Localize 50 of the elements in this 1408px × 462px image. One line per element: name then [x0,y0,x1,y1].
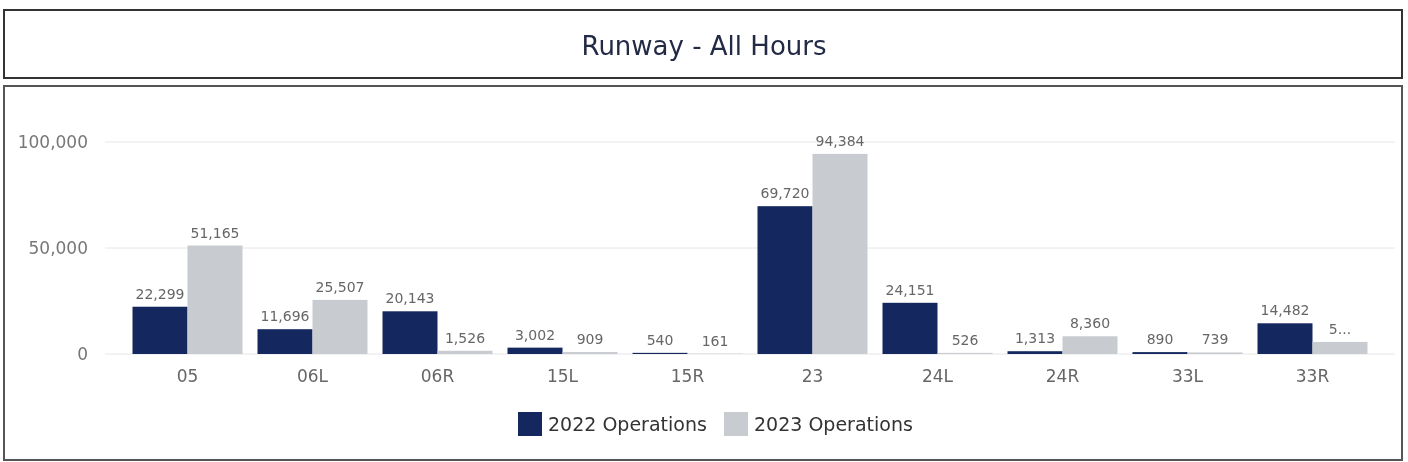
bar [1007,351,1063,354]
bar [437,350,493,354]
y-tick-label: 0 [77,344,88,364]
x-tick-label: 33R [1295,366,1330,386]
x-tick-label: 33L [1171,366,1204,386]
data-label: 161 [701,332,729,349]
bar [812,153,868,354]
bar [1312,341,1368,354]
data-label: 540 [646,331,674,348]
data-label: 25,507 [315,278,365,295]
bar [757,206,813,354]
x-tick-label: 15R [670,366,705,386]
legend-label: 2023 Operations [754,413,913,435]
data-label: 739 [1201,331,1229,348]
data-label: 8,360 [1069,315,1111,332]
data-label: 69,720 [760,185,810,202]
chart-title: Runway - All Hours [581,31,827,61]
x-tick-label: 06R [420,366,455,386]
data-label: 1,526 [444,329,486,346]
data-label: 94,384 [815,132,865,149]
data-label: 51,165 [190,224,240,241]
data-label: 11,696 [260,308,310,325]
data-label: 3,002 [514,326,556,343]
y-tick-label: 100,000 [17,132,88,152]
data-label: 890 [1146,331,1174,348]
x-tick-label: 24L [921,366,954,386]
bar [507,347,563,354]
x-tick-label: 05 [176,366,199,386]
bar [312,299,368,354]
bar [257,329,313,354]
x-tick-label: 06L [296,366,329,386]
data-label: 5... [1328,320,1352,337]
data-label: 909 [576,331,604,348]
data-label: 1,313 [1014,330,1056,347]
bar [1062,336,1118,354]
x-tick-label: 23 [801,366,824,386]
y-tick-label: 50,000 [28,238,88,258]
legend-label: 2022 Operations [548,413,707,435]
bar [382,311,438,354]
bar [187,245,243,354]
bar [882,302,938,354]
data-label: 22,299 [135,285,185,302]
data-label: 526 [951,331,979,348]
x-tick-label: 24R [1045,366,1080,386]
data-label: 20,143 [385,290,435,307]
x-tick-label: 15L [546,366,579,386]
data-label: 24,151 [885,281,935,298]
bar [132,306,188,354]
bar [1257,323,1313,354]
data-label: 14,482 [1260,302,1310,319]
